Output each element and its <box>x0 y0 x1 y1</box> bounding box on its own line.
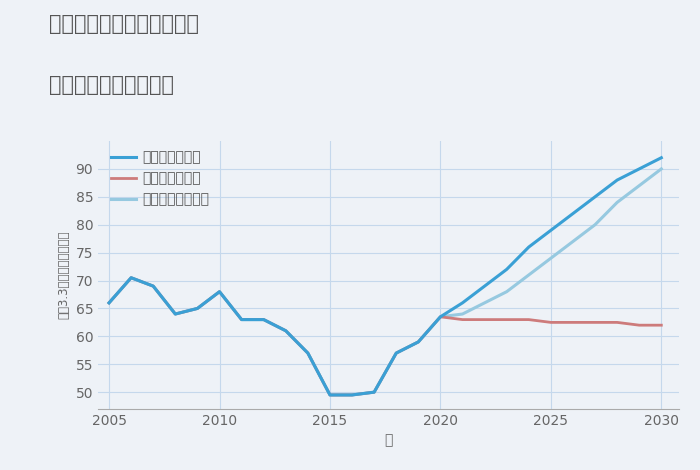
ノーマルシナリオ <box>436 314 445 320</box>
ノーマルシナリオ <box>260 317 268 322</box>
ノーマルシナリオ <box>635 183 643 188</box>
バッドシナリオ <box>569 320 577 325</box>
グッドシナリオ <box>503 266 511 272</box>
ノーマルシナリオ <box>216 289 224 295</box>
ノーマルシナリオ <box>326 392 334 398</box>
Line: グッドシナリオ: グッドシナリオ <box>109 158 662 395</box>
バッドシナリオ <box>503 317 511 322</box>
ノーマルシナリオ <box>591 222 599 227</box>
Y-axis label: 坪（3.3㎡）単価（万円）: 坪（3.3㎡）単価（万円） <box>57 231 70 319</box>
ノーマルシナリオ <box>171 311 179 317</box>
ノーマルシナリオ <box>524 272 533 278</box>
バッドシナリオ <box>392 350 400 356</box>
バッドシナリオ <box>547 320 555 325</box>
バッドシナリオ <box>414 339 423 345</box>
ノーマルシナリオ <box>370 389 378 395</box>
ノーマルシナリオ <box>503 289 511 295</box>
グッドシナリオ <box>149 283 158 289</box>
バッドシナリオ <box>171 311 179 317</box>
ノーマルシナリオ <box>392 350 400 356</box>
グッドシナリオ <box>480 283 489 289</box>
バッドシナリオ <box>635 322 643 328</box>
Text: 岐阜県土岐市土岐口北町の: 岐阜県土岐市土岐口北町の <box>49 14 199 34</box>
バッドシナリオ <box>281 328 290 334</box>
グッドシナリオ <box>436 314 445 320</box>
グッドシナリオ <box>370 389 378 395</box>
グッドシナリオ <box>392 350 400 356</box>
ノーマルシナリオ <box>193 306 202 311</box>
グッドシナリオ <box>281 328 290 334</box>
バッドシナリオ <box>127 275 135 281</box>
グッドシナリオ <box>414 339 423 345</box>
バッドシナリオ <box>524 317 533 322</box>
バッドシナリオ <box>370 389 378 395</box>
バッドシナリオ <box>458 317 467 322</box>
ノーマルシナリオ <box>304 350 312 356</box>
グッドシナリオ <box>304 350 312 356</box>
グッドシナリオ <box>547 227 555 233</box>
ノーマルシナリオ <box>281 328 290 334</box>
グッドシナリオ <box>524 244 533 250</box>
グッドシナリオ <box>193 306 202 311</box>
バッドシナリオ <box>348 392 356 398</box>
グッドシナリオ <box>569 211 577 216</box>
バッドシナリオ <box>436 314 445 320</box>
バッドシナリオ <box>657 322 666 328</box>
グッドシナリオ <box>105 300 113 306</box>
グッドシナリオ <box>635 166 643 172</box>
グッドシナリオ <box>591 194 599 200</box>
グッドシナリオ <box>237 317 246 322</box>
ノーマルシナリオ <box>480 300 489 306</box>
バッドシナリオ <box>149 283 158 289</box>
グッドシナリオ <box>216 289 224 295</box>
ノーマルシナリオ <box>657 166 666 172</box>
ノーマルシナリオ <box>569 239 577 244</box>
X-axis label: 年: 年 <box>384 433 393 447</box>
Text: 中古戸建ての価格推移: 中古戸建ての価格推移 <box>49 75 174 95</box>
バッドシナリオ <box>613 320 622 325</box>
グッドシナリオ <box>613 177 622 183</box>
バッドシナリオ <box>591 320 599 325</box>
バッドシナリオ <box>237 317 246 322</box>
グッドシナリオ <box>171 311 179 317</box>
Line: バッドシナリオ: バッドシナリオ <box>109 278 662 395</box>
ノーマルシナリオ <box>613 200 622 205</box>
ノーマルシナリオ <box>149 283 158 289</box>
ノーマルシナリオ <box>105 300 113 306</box>
グッドシナリオ <box>458 300 467 306</box>
グッドシナリオ <box>348 392 356 398</box>
ノーマルシナリオ <box>547 255 555 261</box>
バッドシナリオ <box>304 350 312 356</box>
ノーマルシナリオ <box>414 339 423 345</box>
ノーマルシナリオ <box>348 392 356 398</box>
バッドシナリオ <box>260 317 268 322</box>
バッドシナリオ <box>193 306 202 311</box>
バッドシナリオ <box>480 317 489 322</box>
バッドシナリオ <box>326 392 334 398</box>
Legend: グッドシナリオ, バッドシナリオ, ノーマルシナリオ: グッドシナリオ, バッドシナリオ, ノーマルシナリオ <box>111 150 210 206</box>
バッドシナリオ <box>105 300 113 306</box>
グッドシナリオ <box>326 392 334 398</box>
ノーマルシナリオ <box>458 311 467 317</box>
グッドシナリオ <box>657 155 666 161</box>
グッドシナリオ <box>127 275 135 281</box>
Line: ノーマルシナリオ: ノーマルシナリオ <box>109 169 662 395</box>
バッドシナリオ <box>216 289 224 295</box>
ノーマルシナリオ <box>237 317 246 322</box>
ノーマルシナリオ <box>127 275 135 281</box>
グッドシナリオ <box>260 317 268 322</box>
